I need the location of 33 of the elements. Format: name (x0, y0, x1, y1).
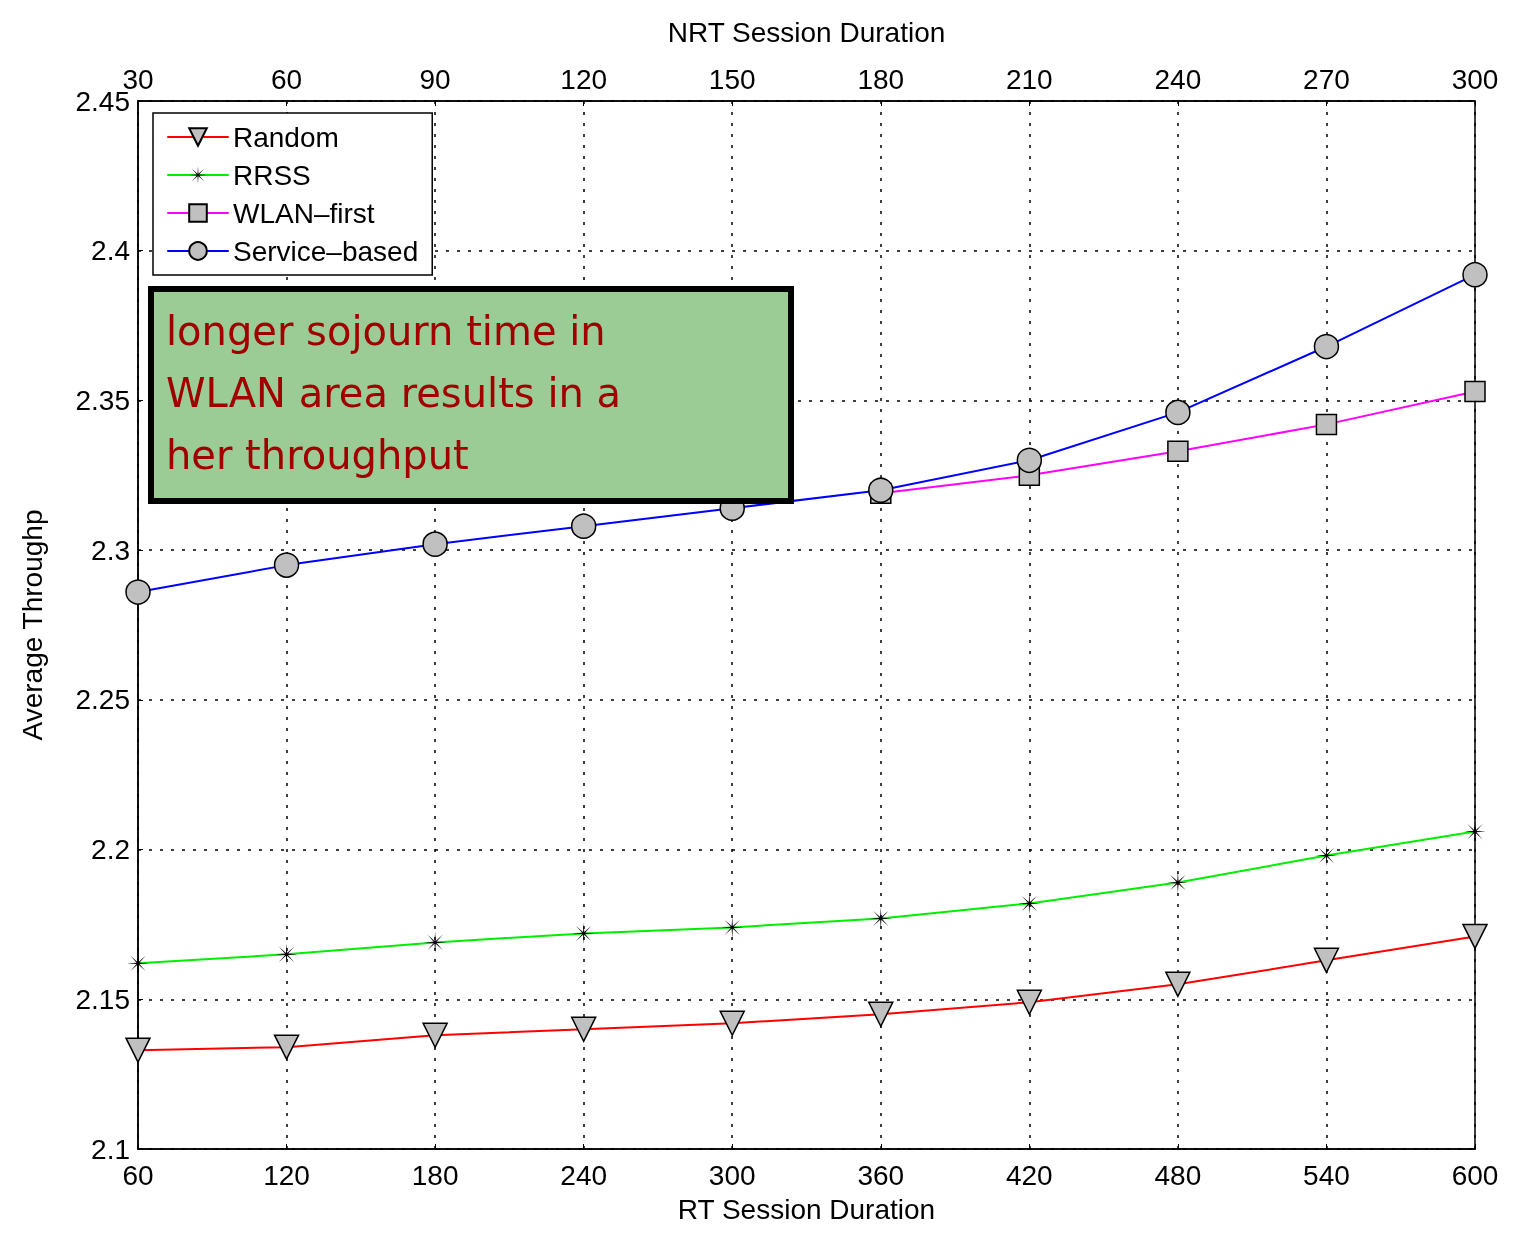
y-tick-label: 2.2 (91, 834, 130, 866)
x2-tick-label: 210 (1005, 63, 1053, 95)
x2-tick-label: 270 (1303, 63, 1350, 95)
x2-tick-label: 180 (857, 63, 905, 95)
callout-box: longer sojourn time in WLAN area results in a her throughput (148, 286, 794, 504)
x-tick-label: 600 (1451, 1159, 1499, 1191)
x-tick-label: 180 (411, 1159, 459, 1191)
x-tick-label: 240 (560, 1159, 608, 1191)
x-tick-label: 360 (857, 1159, 905, 1191)
x2-axis-title: NRT Session Duration (667, 16, 946, 48)
x2-tick-label: 90 (419, 63, 451, 95)
y-tick-label: 2.25 (75, 684, 130, 716)
x-tick-label: 480 (1154, 1159, 1202, 1191)
x2-tick-label: 300 (1451, 63, 1499, 95)
y-tick-label: 2.3 (91, 534, 130, 566)
x2-tick-label: 120 (560, 63, 608, 95)
y-tick-label: 2.15 (75, 983, 130, 1015)
y-tick-label: 2.4 (91, 235, 130, 267)
legend-label: WLAN–first (233, 197, 375, 229)
y-axis-title: Average Throughp (16, 509, 48, 741)
x2-tick-label: 150 (708, 63, 756, 95)
legend-label: Random (233, 121, 339, 153)
x2-tick-label: 60 (270, 63, 303, 95)
x-tick-label: 420 (1005, 1159, 1053, 1191)
legend-label: RRSS (233, 159, 311, 191)
y-tick-label: 2.35 (75, 384, 130, 416)
x-tick-label: 540 (1303, 1159, 1350, 1191)
x-tick-label: 120 (263, 1159, 310, 1191)
x-axis-title: RT Session Duration (677, 1193, 936, 1225)
x-tick-label: 300 (708, 1159, 756, 1191)
annotation: longer sojourn time in WLAN area results in a her throughput (166, 307, 623, 480)
x2-tick-label: 240 (1154, 63, 1202, 95)
legend-label: Service–based (233, 235, 419, 267)
